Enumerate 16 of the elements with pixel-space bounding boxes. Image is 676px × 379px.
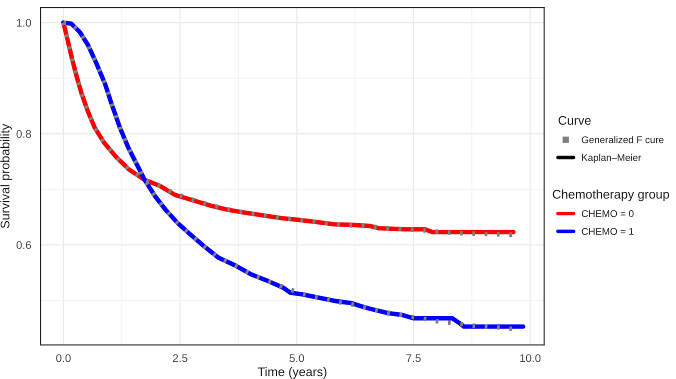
text: Kaplan–Meier xyxy=(582,154,642,163)
y-tick-label: 0.6 xyxy=(16,241,32,249)
legend-label: CHEMO = 1 xyxy=(582,228,634,235)
y-axis-title: Survival probability xyxy=(0,124,12,228)
x-tick-label: 5.0 xyxy=(290,354,304,362)
x-tick-label: 2.5 xyxy=(172,354,188,362)
x-tick-label: 10.0 xyxy=(520,354,541,362)
legend-title: Curve xyxy=(558,116,591,125)
legend-label: CHEMO = 0 xyxy=(582,210,634,218)
legend-label: Generalized F cure xyxy=(582,136,664,144)
x-axis-title: Time (years) xyxy=(258,367,326,379)
x-tick-label: 0.0 xyxy=(56,354,71,362)
x-tick-label: 7.5 xyxy=(406,354,421,362)
y-tick-label: 0.8 xyxy=(16,130,32,138)
y-tick-label: 1.0 xyxy=(16,18,32,27)
text: Chemotherapy group xyxy=(552,190,670,202)
